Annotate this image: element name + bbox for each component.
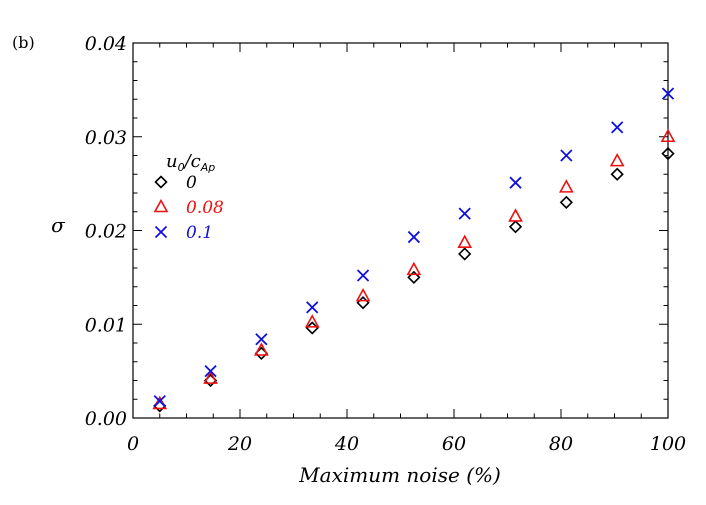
y-tick-label: 0.02 (85, 221, 127, 243)
data-point-triangle (406, 261, 422, 276)
data-point-diamond (559, 195, 573, 210)
legend-marker-x (154, 225, 168, 239)
x-tick-label: 80 (549, 433, 573, 455)
data-point-triangle (508, 208, 523, 222)
y-tick-label: 0.00 (85, 408, 127, 430)
legend-label: 0.1 (186, 223, 213, 243)
series-triangle (152, 128, 676, 410)
y-tick-labels: 0.00 0.01 0.02 0.03 0.04 (85, 33, 127, 430)
plot-frame (132, 42, 669, 419)
data-point-x (153, 394, 166, 408)
series-x (153, 87, 675, 408)
data-point-diamond (661, 146, 675, 161)
x-tick-label: 20 (227, 433, 252, 455)
data-point-diamond (508, 220, 523, 234)
data-point-triangle (254, 342, 269, 356)
legend-title-sub0: 0 (178, 161, 185, 174)
legend-title-slash: /c (183, 151, 201, 172)
x-tick-label: 100 (650, 433, 686, 455)
legend-title: u0/cAp (166, 151, 215, 174)
data-point-x (356, 269, 370, 282)
data-point-x (509, 176, 522, 189)
x-tick-label: 40 (334, 433, 359, 455)
data-point-x (560, 149, 573, 162)
y-tick-label: 0.03 (85, 127, 127, 149)
data-point-diamond (610, 167, 624, 181)
data-point-x (255, 333, 268, 346)
data-point-diamond (458, 247, 472, 261)
series-diamond (153, 146, 675, 413)
data-point-x (458, 207, 471, 220)
data-point-diamond (356, 296, 370, 310)
data-point-triangle (609, 152, 625, 167)
legend-marker-triangle (153, 198, 169, 213)
legend-label: 0.08 (186, 198, 224, 218)
legend-items: 0 0.08 0.1 (153, 173, 224, 243)
data-point-triangle (457, 234, 473, 248)
data-marks (152, 87, 676, 413)
legend-title-u: u (166, 151, 178, 172)
x-tick-label: 0 (127, 433, 139, 455)
data-point-x (661, 87, 675, 100)
data-point-triangle (355, 287, 371, 302)
data-point-triangle (203, 370, 218, 384)
x-tick-label: 60 (442, 433, 466, 455)
legend-title-sub1: Ap (200, 161, 216, 174)
data-point-x (204, 364, 217, 378)
x-axis-title: Maximum noise (%) (298, 463, 501, 487)
axis-ticks (132, 42, 669, 419)
data-point-triangle (660, 128, 676, 143)
y-axis-title: σ (51, 213, 66, 237)
legend-marker-diamond (154, 175, 168, 189)
y-tick-label: 0.04 (85, 33, 127, 55)
y-tick-label: 0.01 (85, 314, 127, 336)
data-point-x (306, 301, 319, 314)
data-point-triangle (559, 179, 574, 193)
data-point-x (407, 230, 421, 244)
x-tick-labels: 0 20 40 60 80 100 (127, 433, 686, 455)
legend: u0/cAp 0 0.08 0.1 (153, 151, 224, 243)
legend-label: 0 (186, 173, 197, 193)
data-point-x (611, 121, 624, 134)
data-point-diamond (407, 270, 421, 285)
panel-label: (b) (12, 33, 35, 52)
data-point-triangle (304, 314, 320, 328)
data-point-triangle (152, 395, 168, 410)
